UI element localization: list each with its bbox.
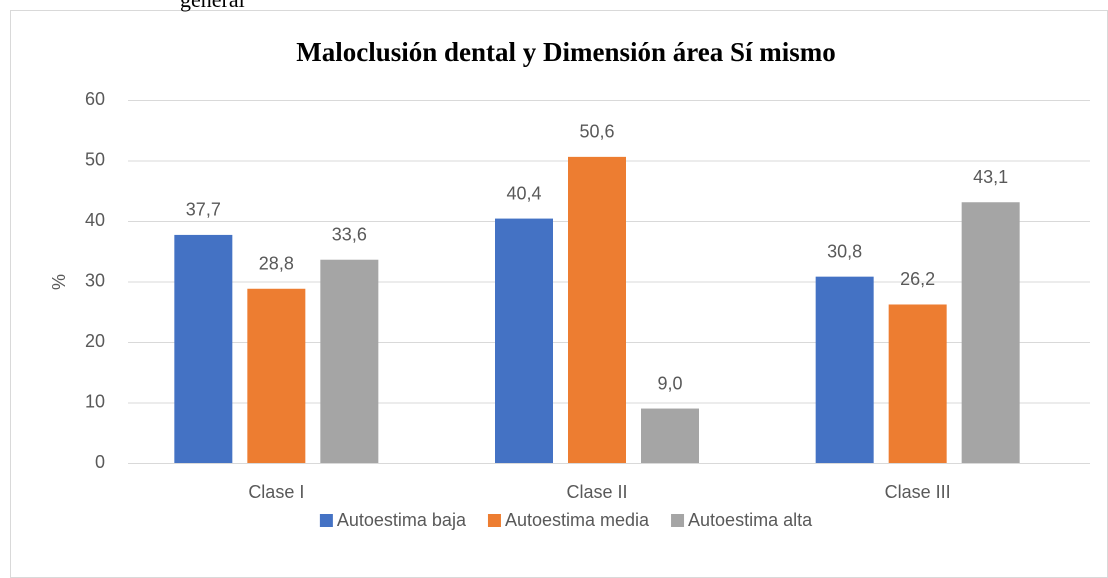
y-tick-label: 40	[85, 210, 105, 230]
value-label: 43,1	[973, 167, 1008, 187]
value-label: 28,8	[259, 254, 294, 274]
bar	[568, 156, 626, 463]
legend-swatch	[319, 514, 333, 527]
legend-swatch	[671, 514, 685, 527]
legend-label: Autoestima alta	[688, 510, 813, 530]
bar	[815, 276, 874, 463]
legend-label: Autoestima baja	[337, 510, 467, 530]
value-label: 40,4	[506, 183, 541, 203]
y-tick-label: 20	[85, 331, 105, 351]
x-tick-label: Clase II	[566, 482, 627, 502]
value-label: 33,6	[332, 224, 367, 244]
bar	[495, 218, 553, 463]
chart-title: Maloclusión dental y Dimensión área Sí m…	[296, 37, 836, 67]
bar	[641, 408, 699, 463]
y-tick-label: 50	[85, 149, 105, 169]
value-label: 9,0	[657, 373, 682, 393]
value-label: 37,7	[186, 200, 221, 220]
y-axis-label: %	[49, 274, 69, 290]
y-tick-label: 10	[85, 391, 105, 411]
bar	[961, 202, 1020, 463]
bar	[247, 288, 306, 463]
y-tick-label: 0	[95, 452, 105, 472]
header-fragment: general	[180, 0, 245, 12]
value-label: 50,6	[579, 122, 614, 142]
value-label: 30,8	[827, 241, 862, 261]
x-tick-label: Clase III	[885, 482, 951, 502]
legend-label: Autoestima media	[505, 510, 650, 530]
value-label: 26,2	[900, 269, 935, 289]
bar	[174, 234, 233, 463]
x-tick-label: Clase I	[248, 482, 304, 502]
legend-swatch	[487, 514, 501, 527]
bar	[888, 304, 947, 463]
bar	[320, 259, 379, 463]
y-tick-label: 60	[85, 89, 105, 109]
y-tick-label: 30	[85, 270, 105, 290]
